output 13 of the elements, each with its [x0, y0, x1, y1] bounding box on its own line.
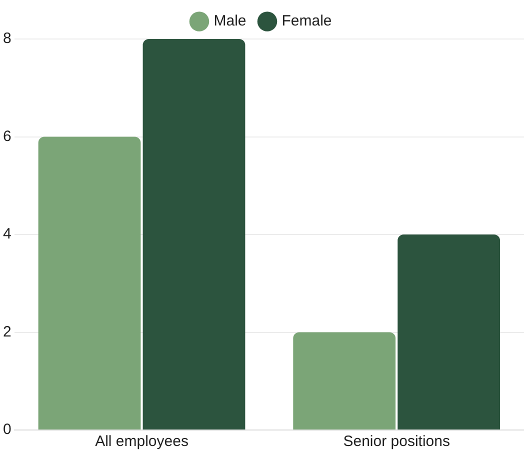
x-tick-label: Senior positions	[343, 433, 450, 450]
bar	[142, 39, 246, 430]
bar	[293, 332, 396, 430]
y-tick-label: 4	[3, 226, 12, 243]
y-tick-label: 0	[3, 421, 12, 438]
legend-label: Male	[214, 12, 246, 30]
y-tick-label: 6	[3, 128, 12, 145]
y-tick-label: 2	[3, 323, 12, 340]
bar	[398, 234, 500, 430]
bar	[38, 136, 141, 430]
x-tick-label: All employees	[95, 433, 188, 450]
y-tick-label: 8	[3, 30, 12, 48]
legend-label: Female	[282, 12, 332, 30]
